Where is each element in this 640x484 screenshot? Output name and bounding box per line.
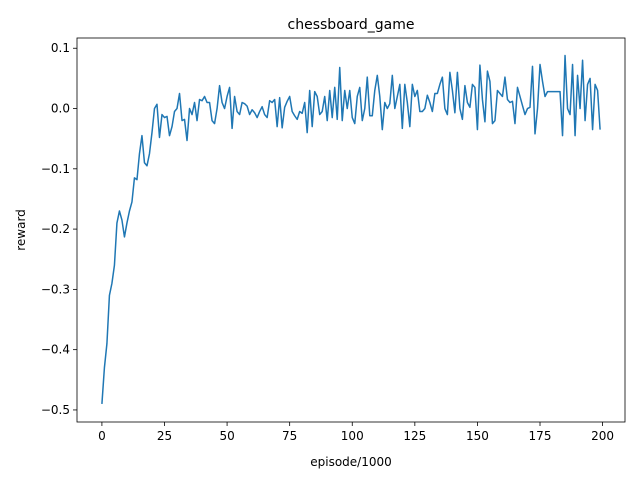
x-axis-label: episode/1000: [310, 455, 392, 469]
y-tick-label: −0.5: [41, 403, 70, 417]
y-tick-label: −0.2: [41, 222, 70, 236]
x-tick-label: 125: [403, 429, 426, 443]
y-tick-label: −0.1: [41, 162, 70, 176]
plot-frame: [76, 37, 626, 423]
y-tick-label: −0.4: [41, 343, 70, 357]
x-tick-label: 150: [466, 429, 489, 443]
x-tick-label: 0: [98, 429, 106, 443]
x-tick-label: 200: [591, 429, 614, 443]
data-line: [101, 54, 601, 404]
x-tick-label: 175: [529, 429, 552, 443]
x-tick-label: 25: [157, 429, 172, 443]
y-tick-label: 0.1: [51, 41, 70, 55]
chart-title: chessboard_game: [288, 17, 415, 33]
y-tick-label: −0.3: [41, 282, 70, 296]
x-tick-label: 50: [219, 429, 234, 443]
y-axis-label: reward: [14, 209, 28, 251]
y-tick-label: 0.0: [51, 102, 70, 116]
x-tick-label: 100: [341, 429, 364, 443]
x-tick-label: 75: [282, 429, 297, 443]
